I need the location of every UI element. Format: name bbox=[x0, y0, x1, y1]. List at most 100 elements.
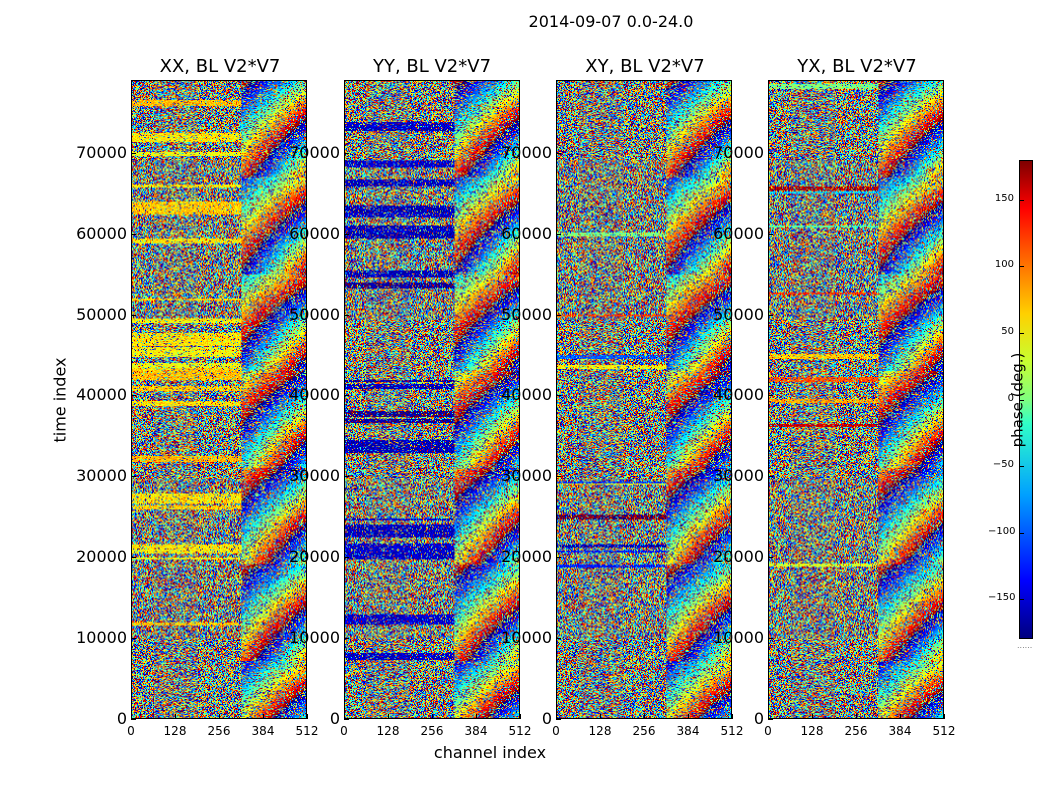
ytick-label: 40000 bbox=[501, 385, 552, 405]
ytick-mark bbox=[131, 233, 136, 235]
xtick-label: 256 bbox=[632, 724, 656, 738]
colorbar-tick-mark bbox=[1019, 199, 1024, 201]
x-axis-label: channel index bbox=[433, 743, 547, 762]
ytick-label: 70000 bbox=[76, 142, 127, 162]
colorbar-tick-label: 50 bbox=[1001, 325, 1014, 337]
ytick-mark bbox=[768, 557, 773, 559]
xtick-label: 512 bbox=[508, 724, 532, 738]
ytick-mark bbox=[768, 476, 773, 478]
ytick-label: 10000 bbox=[289, 628, 340, 648]
ytick-mark bbox=[768, 719, 773, 720]
xtick-label: 384 bbox=[676, 724, 700, 738]
ytick-label: 40000 bbox=[76, 385, 127, 405]
xtick-mark bbox=[900, 714, 901, 719]
ytick-label: 40000 bbox=[713, 385, 764, 405]
ytick-mark bbox=[344, 233, 349, 235]
xtick-mark bbox=[768, 714, 769, 719]
ytick-mark bbox=[344, 395, 349, 397]
ytick-label: 30000 bbox=[76, 466, 127, 486]
ytick-mark bbox=[556, 476, 561, 478]
ytick-label: 60000 bbox=[289, 223, 340, 243]
xtick-mark bbox=[856, 714, 857, 719]
heatmap-xx-canvas bbox=[132, 81, 306, 718]
colorbar-tick-mark bbox=[1019, 399, 1024, 401]
colorbar-tick-mark bbox=[1019, 266, 1024, 268]
xtick-mark bbox=[688, 714, 689, 719]
xtick-mark bbox=[556, 714, 557, 719]
colorbar-tick-mark bbox=[1019, 532, 1024, 534]
xtick-label: 0 bbox=[340, 724, 348, 738]
colorbar-underflow-mark: ...... bbox=[1017, 641, 1033, 650]
ytick-label: 20000 bbox=[713, 547, 764, 567]
ytick-mark bbox=[768, 395, 773, 397]
colorbar-tick-label: 100 bbox=[994, 259, 1014, 271]
xtick-mark bbox=[520, 714, 521, 719]
colorbar-tick-label: 0 bbox=[1007, 392, 1014, 404]
ytick-mark bbox=[344, 638, 349, 640]
xtick-label: 384 bbox=[888, 724, 912, 738]
colorbar-tick-label: −150 bbox=[988, 592, 1016, 604]
ytick-label: 50000 bbox=[713, 304, 764, 324]
ytick-label: 70000 bbox=[501, 142, 552, 162]
ytick-label: 70000 bbox=[713, 142, 764, 162]
colorbar-tick-label: 150 bbox=[994, 192, 1014, 204]
ytick-label: 0 bbox=[753, 709, 764, 728]
colorbar-label: phase (deg.) bbox=[1008, 352, 1027, 448]
ytick-label: 20000 bbox=[501, 547, 552, 567]
ytick-label: 50000 bbox=[501, 304, 552, 324]
panel-title-yy: YY, BL V2*V7 bbox=[372, 56, 492, 77]
ytick-mark bbox=[131, 314, 136, 316]
xtick-mark bbox=[307, 714, 308, 719]
ytick-label: 0 bbox=[541, 709, 552, 728]
heatmap-yx-canvas bbox=[769, 81, 943, 718]
ytick-label: 60000 bbox=[713, 223, 764, 243]
ytick-mark bbox=[131, 395, 136, 397]
ytick-mark bbox=[131, 557, 136, 559]
ytick-mark bbox=[344, 152, 349, 154]
ytick-mark bbox=[556, 638, 561, 640]
colorbar-tick-mark bbox=[1019, 599, 1024, 601]
ytick-mark bbox=[768, 152, 773, 154]
xtick-label: 512 bbox=[295, 724, 319, 738]
xtick-mark bbox=[388, 714, 389, 719]
xtick-mark bbox=[644, 714, 645, 719]
xtick-mark bbox=[476, 714, 477, 719]
xtick-label: 384 bbox=[464, 724, 488, 738]
xtick-mark bbox=[600, 714, 601, 719]
ytick-label: 20000 bbox=[289, 547, 340, 567]
heatmap-xx bbox=[131, 80, 307, 719]
ytick-label: 30000 bbox=[501, 466, 552, 486]
panel-title-xy: XY, BL V2*V7 bbox=[585, 56, 705, 77]
ytick-mark bbox=[131, 719, 136, 720]
ytick-mark bbox=[344, 314, 349, 316]
heatmap-yy bbox=[344, 80, 520, 719]
ytick-label: 60000 bbox=[76, 223, 127, 243]
colorbar-tick-label: −50 bbox=[992, 459, 1014, 471]
ytick-label: 70000 bbox=[289, 142, 340, 162]
xtick-mark bbox=[263, 714, 264, 719]
heatmap-yx bbox=[768, 80, 944, 719]
ytick-label: 10000 bbox=[501, 628, 552, 648]
ytick-mark bbox=[768, 314, 773, 316]
heatmap-xy-canvas bbox=[557, 81, 731, 718]
xtick-label: 256 bbox=[207, 724, 231, 738]
ytick-mark bbox=[344, 719, 349, 720]
ytick-mark bbox=[556, 314, 561, 316]
xtick-mark bbox=[344, 714, 345, 719]
ytick-label: 0 bbox=[329, 709, 340, 728]
y-axis-label: time index bbox=[50, 357, 70, 443]
xtick-label: 128 bbox=[376, 724, 400, 738]
heatmap-xy bbox=[556, 80, 732, 719]
ytick-label: 30000 bbox=[289, 466, 340, 486]
ytick-mark bbox=[768, 638, 773, 640]
ytick-label: 50000 bbox=[76, 304, 127, 324]
xtick-label: 384 bbox=[251, 724, 275, 738]
xtick-mark bbox=[131, 714, 132, 719]
ytick-mark bbox=[768, 233, 773, 235]
ytick-mark bbox=[344, 557, 349, 559]
xtick-label: 128 bbox=[163, 724, 187, 738]
colorbar-tick-label: −100 bbox=[988, 525, 1016, 537]
ytick-mark bbox=[131, 152, 136, 154]
ytick-mark bbox=[344, 476, 349, 478]
xtick-label: 0 bbox=[552, 724, 560, 738]
